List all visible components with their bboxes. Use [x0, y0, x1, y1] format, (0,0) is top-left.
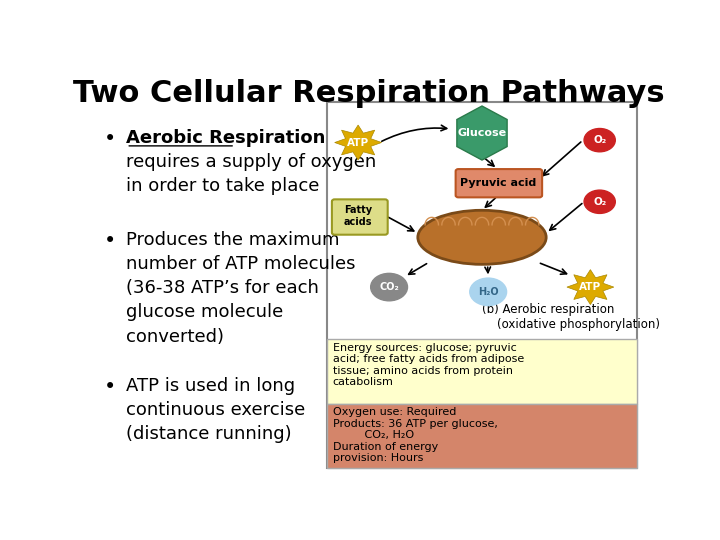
Text: number of ATP molecules: number of ATP molecules [126, 255, 356, 273]
Text: Glucose: Glucose [457, 128, 507, 138]
Text: ATP is used in long: ATP is used in long [126, 377, 295, 395]
Text: •: • [104, 377, 116, 397]
Text: Aerobic Respiration: Aerobic Respiration [126, 129, 325, 147]
Text: CO₂: CO₂ [379, 282, 399, 292]
Circle shape [584, 129, 616, 152]
Text: •: • [104, 129, 116, 149]
Text: Two Cellular Respiration Pathways: Two Cellular Respiration Pathways [73, 79, 665, 109]
Circle shape [469, 278, 507, 306]
Text: glucose molecule: glucose molecule [126, 303, 284, 321]
Circle shape [371, 273, 408, 301]
Text: in order to take place: in order to take place [126, 178, 320, 195]
Text: Pyruvic acid: Pyruvic acid [461, 178, 536, 188]
Text: (distance running): (distance running) [126, 425, 292, 443]
Text: H₂O: H₂O [478, 287, 498, 297]
FancyBboxPatch shape [456, 169, 542, 197]
Text: ATP: ATP [580, 282, 601, 292]
Text: (b) Aerobic respiration
    (oxidative phosphorylation): (b) Aerobic respiration (oxidative phosp… [482, 303, 660, 331]
Text: (36-38 ATP’s for each: (36-38 ATP’s for each [126, 279, 319, 298]
Polygon shape [335, 125, 382, 160]
Text: O₂: O₂ [593, 135, 606, 145]
Polygon shape [567, 269, 614, 305]
Text: Fatty
acids: Fatty acids [344, 205, 372, 227]
Text: •: • [104, 231, 116, 251]
Ellipse shape [418, 210, 546, 265]
Circle shape [584, 190, 616, 213]
FancyBboxPatch shape [332, 199, 387, 235]
Text: ATP: ATP [347, 138, 369, 147]
Text: Energy sources: glucose; pyruvic
acid; free fatty acids from adipose
tissue; ami: Energy sources: glucose; pyruvic acid; f… [333, 342, 524, 387]
Text: Produces the maximum: Produces the maximum [126, 231, 340, 249]
Text: requires a supply of oxygen: requires a supply of oxygen [126, 153, 377, 171]
FancyBboxPatch shape [327, 339, 637, 404]
FancyBboxPatch shape [327, 404, 637, 468]
FancyBboxPatch shape [327, 102, 637, 468]
Text: continuous exercise: continuous exercise [126, 401, 305, 418]
Text: Oxygen use: Required
Products: 36 ATP per glucose,
         CO₂, H₂O
Duration of: Oxygen use: Required Products: 36 ATP pe… [333, 407, 498, 463]
Text: O₂: O₂ [593, 197, 606, 207]
Polygon shape [457, 106, 507, 160]
Text: converted): converted) [126, 328, 224, 346]
